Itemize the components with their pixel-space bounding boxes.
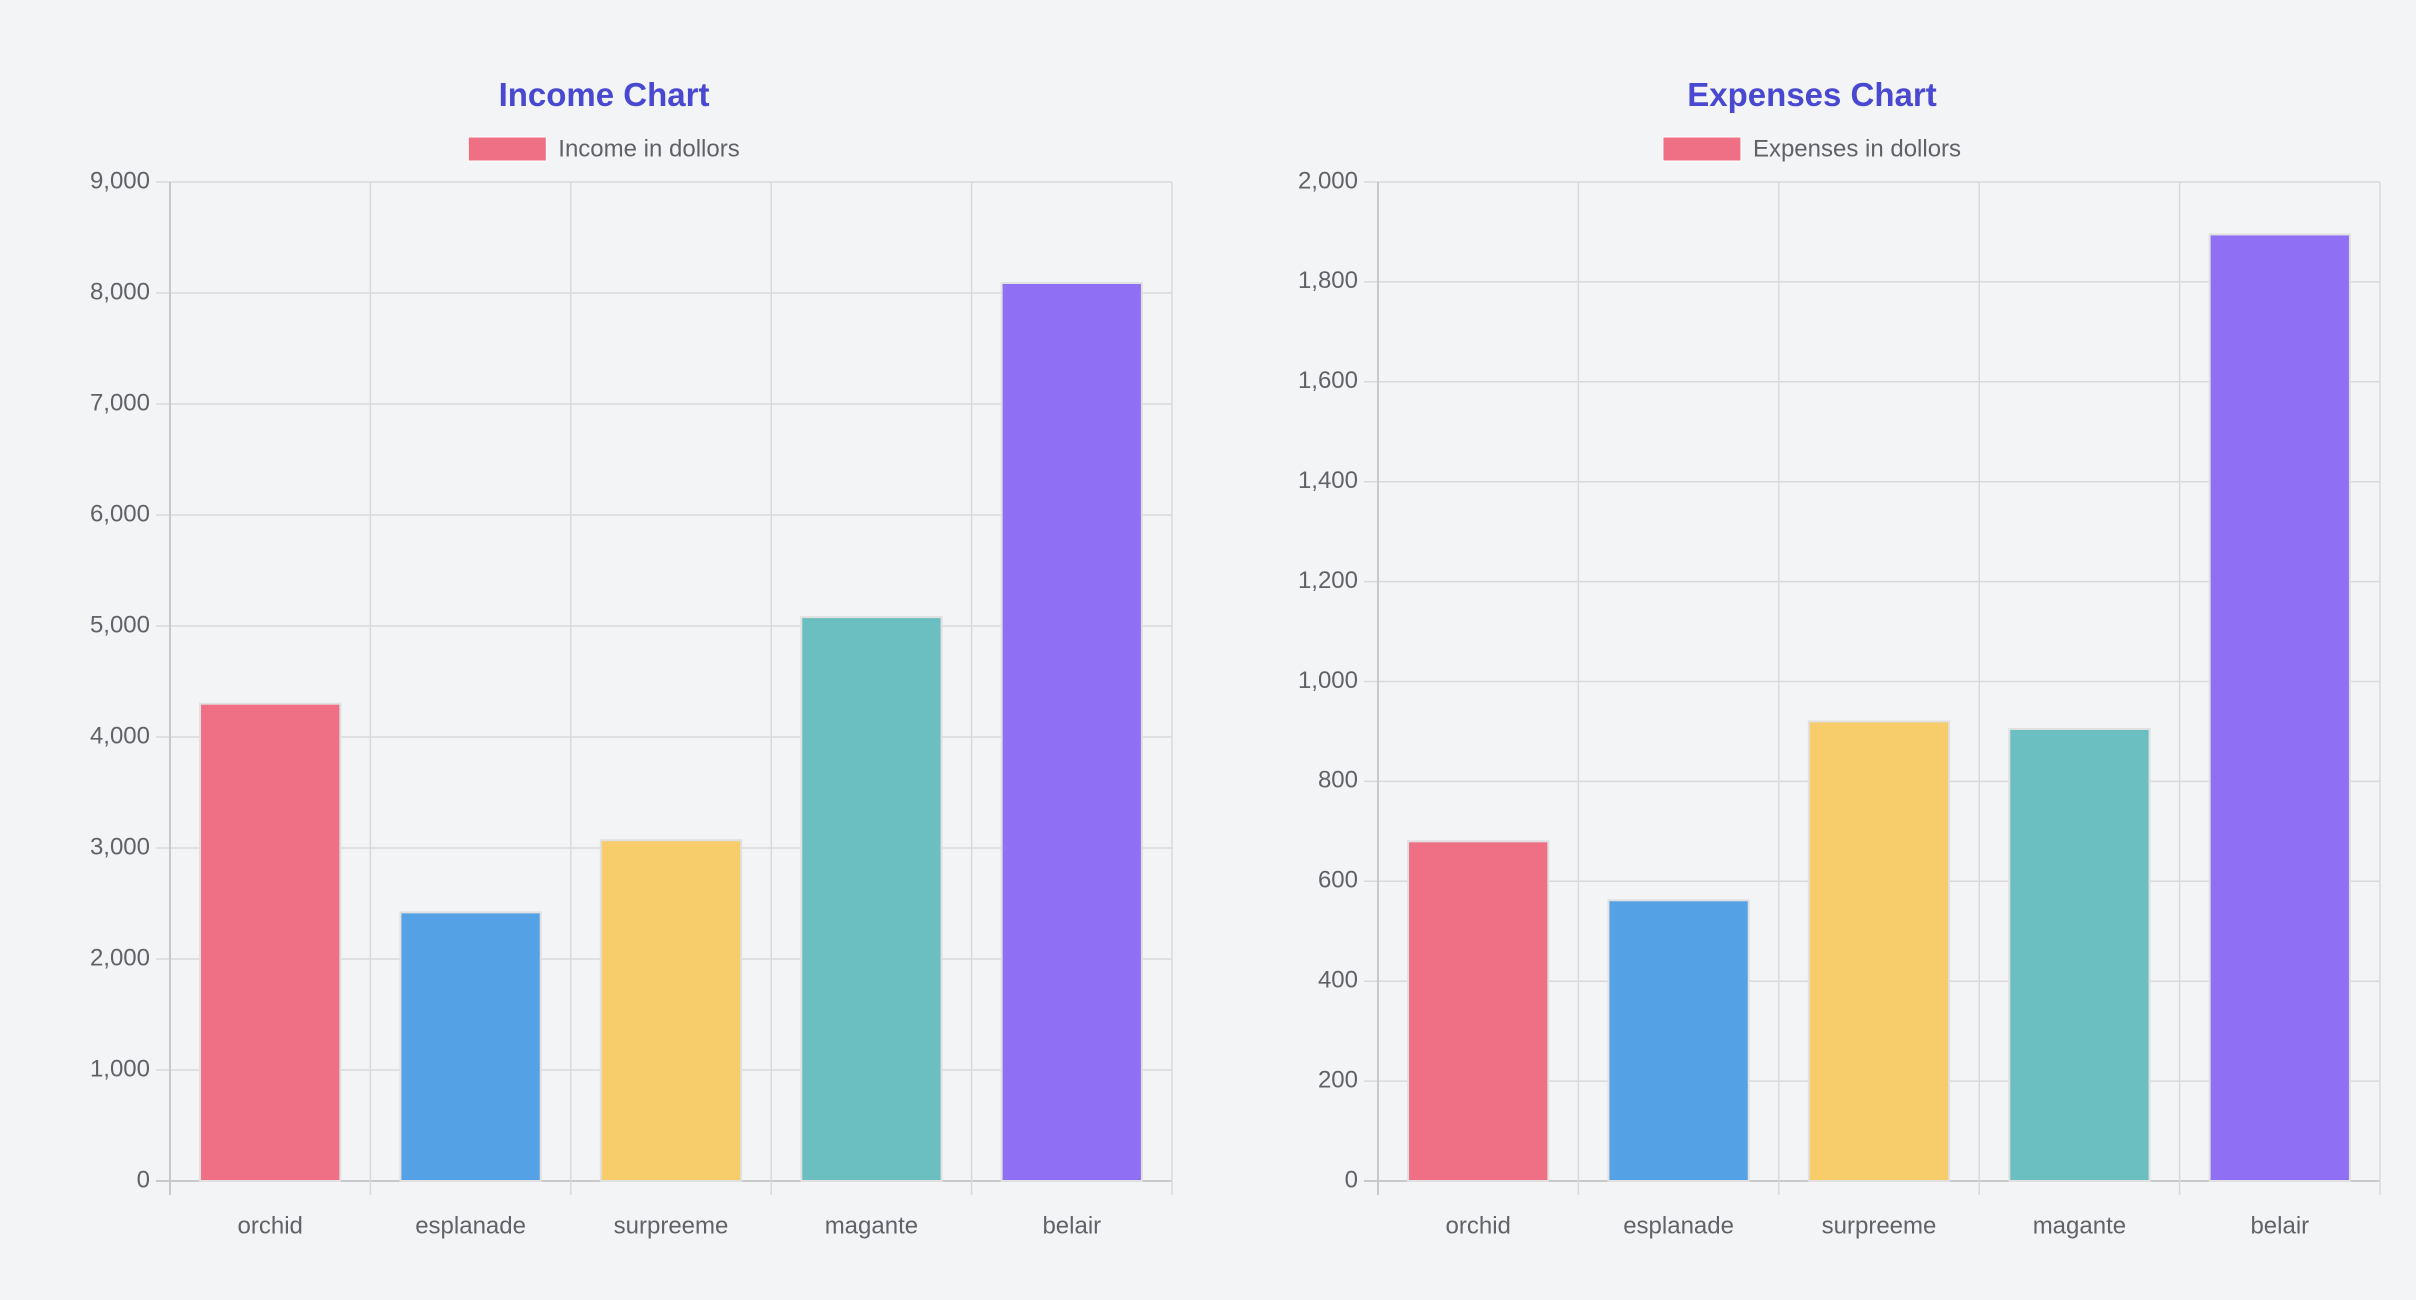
- y-tick-label: 2,000: [1298, 167, 1358, 194]
- bar-belair[interactable]: [1000, 282, 1143, 1182]
- y-tick-label: 1,800: [1298, 267, 1358, 294]
- bar-magante[interactable]: [800, 616, 943, 1182]
- bar-orchid[interactable]: [199, 702, 342, 1182]
- x-tick-label: esplanade: [1623, 1212, 1734, 1239]
- legend-swatch: [1662, 136, 1742, 162]
- bar-esplanade[interactable]: [1607, 899, 1750, 1182]
- y-tick-label: 7,000: [90, 389, 150, 416]
- income-chart-panel: Income Chart Income in dollors 0 1,000 2,000…: [90, 76, 1173, 1239]
- x-tick-label: surpreeme: [614, 1212, 729, 1239]
- bar-belair[interactable]: [2208, 233, 2351, 1182]
- income-chart: Income Chart Income in dollors 0 1,000 2,000…: [90, 76, 1173, 1239]
- y-tick-label: 0: [137, 1166, 150, 1193]
- chart-title: Income Chart: [499, 76, 710, 113]
- chart-title: Expenses Chart: [1687, 76, 1936, 113]
- y-tick-label: 400: [1318, 967, 1358, 994]
- y-tick-label: 1,400: [1298, 467, 1358, 494]
- bar-esplanade[interactable]: [399, 911, 542, 1182]
- x-tick-label: orchid: [238, 1212, 303, 1239]
- y-tick-label: 0: [1345, 1166, 1358, 1193]
- y-tick-label: 1,000: [1298, 667, 1358, 694]
- y-tick-label: 2,000: [90, 944, 150, 971]
- legend-label: Expenses in dollors: [1753, 135, 1961, 162]
- y-tick-label: 600: [1318, 867, 1358, 894]
- y-tick-label: 3,000: [90, 833, 150, 860]
- bar-magante[interactable]: [2008, 727, 2151, 1182]
- x-tick-label: belair: [1042, 1212, 1101, 1239]
- bar-orchid[interactable]: [1407, 840, 1550, 1183]
- y-tick-label: 5,000: [90, 611, 150, 638]
- legend[interactable]: Expenses in dollors: [1662, 135, 1961, 162]
- x-tick-label: surpreeme: [1822, 1212, 1937, 1239]
- y-tick-label: 4,000: [90, 722, 150, 749]
- x-tick-label: esplanade: [415, 1212, 526, 1239]
- x-tick-label: magante: [825, 1212, 918, 1239]
- y-tick-label: 6,000: [90, 500, 150, 527]
- y-tick-label: 9,000: [90, 167, 150, 194]
- x-tick-label: magante: [2033, 1212, 2126, 1239]
- y-tick-label: 800: [1318, 767, 1358, 794]
- legend[interactable]: Income in dollors: [467, 135, 740, 162]
- expenses-chart-panel: Expenses Chart Expenses in dollors 0 200 400…: [1208, 0, 2416, 1300]
- x-tick-label: orchid: [1446, 1212, 1511, 1239]
- bar-surpreeme[interactable]: [599, 839, 743, 1182]
- y-tick-label: 1,000: [90, 1055, 150, 1082]
- bar-surpreeme[interactable]: [1807, 720, 1951, 1183]
- x-tick-label: belair: [2250, 1212, 2309, 1239]
- legend-swatch: [467, 136, 547, 162]
- legend-label: Income in dollors: [558, 135, 739, 162]
- expenses-chart: Expenses Chart Expenses in dollors 0 200 400…: [1298, 76, 2381, 1239]
- y-tick-label: 8,000: [90, 278, 150, 305]
- y-tick-label: 1,600: [1298, 367, 1358, 394]
- y-tick-label: 200: [1318, 1066, 1358, 1093]
- y-tick-label: 1,200: [1298, 567, 1358, 594]
